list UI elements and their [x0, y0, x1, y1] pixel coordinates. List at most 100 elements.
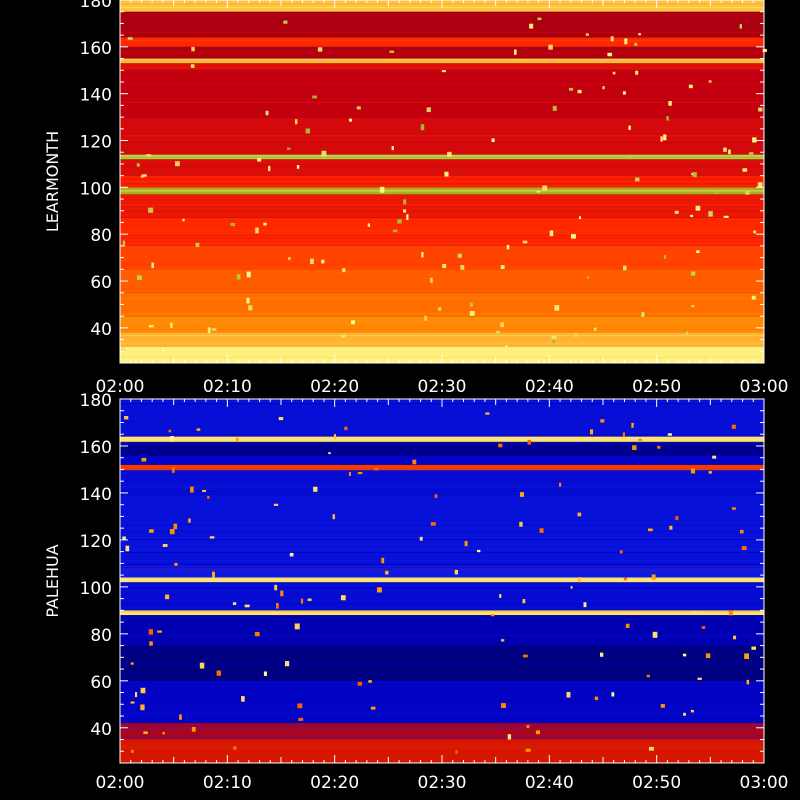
- burst-speck: [464, 540, 468, 547]
- burst-speck: [498, 443, 503, 448]
- burst-speck: [130, 662, 134, 665]
- heatmap-texture-line: [120, 656, 764, 658]
- burst-speck: [285, 660, 290, 667]
- burst-speck: [444, 171, 449, 177]
- burst-speck: [513, 49, 517, 55]
- burst-speck: [683, 712, 686, 716]
- burst-speck: [233, 746, 237, 750]
- heatmap-texture-line: [120, 441, 764, 443]
- burst-speck: [686, 331, 689, 335]
- burst-speck: [356, 106, 361, 110]
- heatmap-texture-line: [120, 633, 764, 635]
- burst-speck: [500, 703, 506, 709]
- heatmap-band-5: [120, 610, 764, 616]
- heatmap-texture-line: [120, 615, 764, 617]
- burst-speck: [577, 512, 582, 517]
- burst-speck: [263, 671, 267, 676]
- burst-speck: [379, 186, 385, 193]
- burst-speck: [294, 119, 298, 125]
- burst-speck: [141, 457, 147, 462]
- burst-speck: [549, 230, 554, 237]
- burst-speck: [307, 598, 312, 601]
- burst-speck: [357, 471, 363, 475]
- burst-speck: [558, 482, 562, 487]
- heatmap-texture-line: [120, 578, 764, 580]
- heatmap-texture-line: [120, 124, 764, 126]
- burst-speck: [705, 653, 711, 659]
- heatmap-texture-line: [120, 135, 764, 137]
- burst-speck: [287, 147, 291, 150]
- burst-speck: [696, 250, 700, 254]
- heatmap-texture-line: [120, 133, 764, 135]
- heatmap-texture-line: [120, 719, 764, 721]
- heatmap-texture-line: [120, 112, 764, 114]
- burst-speck: [148, 207, 154, 213]
- burst-speck: [641, 312, 645, 317]
- heatmap-texture-line: [120, 552, 764, 554]
- burst-speck: [191, 46, 195, 52]
- burst-speck: [280, 590, 284, 597]
- burst-speck: [263, 222, 267, 226]
- burst-speck: [690, 709, 694, 713]
- burst-speck: [646, 674, 651, 678]
- burst-speck: [430, 277, 433, 283]
- burst-speck: [392, 229, 398, 233]
- burst-speck: [610, 36, 614, 42]
- burst-speck: [501, 639, 505, 642]
- heatmap-texture-line: [120, 100, 764, 102]
- burst-speck: [733, 635, 737, 640]
- heatmap-band-4: [120, 615, 764, 646]
- burst-speck: [430, 522, 436, 526]
- burst-speck: [121, 347, 125, 352]
- burst-speck: [244, 604, 250, 608]
- burst-speck: [289, 552, 294, 557]
- burst-speck: [485, 412, 490, 415]
- burst-speck: [305, 128, 311, 134]
- burst-speck: [460, 264, 465, 270]
- burst-speck: [148, 629, 153, 635]
- heatmap-texture-line: [120, 441, 764, 443]
- burst-speck: [731, 507, 736, 510]
- heatmap-texture-line: [120, 178, 764, 180]
- burst-speck: [527, 439, 531, 445]
- heatmap-band-2: [120, 680, 764, 724]
- burst-speck: [577, 89, 582, 94]
- burst-speck: [230, 222, 236, 227]
- burst-speck: [254, 631, 260, 637]
- heatmap-texture-line: [120, 480, 764, 482]
- burst-speck: [648, 746, 654, 751]
- burst-speck: [140, 687, 146, 694]
- heatmap-texture-line: [120, 67, 764, 69]
- heatmap-texture-line: [120, 585, 764, 587]
- burst-speck: [288, 257, 291, 260]
- burst-speck: [742, 168, 748, 172]
- heatmap-texture-line: [120, 725, 764, 727]
- burst-speck: [507, 734, 512, 740]
- heatmap-texture-line: [120, 716, 764, 718]
- burst-speck: [426, 107, 431, 113]
- burst-speck: [723, 147, 727, 152]
- heatmap-texture-line: [120, 58, 764, 60]
- burst-speck: [728, 610, 733, 616]
- heatmap-texture-line: [120, 419, 764, 421]
- burst-speck: [505, 345, 508, 349]
- heatmap-texture-line: [120, 669, 764, 671]
- burst-speck: [170, 435, 174, 442]
- y-tick-label: 40: [90, 320, 112, 340]
- burst-speck: [125, 545, 130, 552]
- x-tick-label: 02:30: [418, 773, 467, 793]
- heatmap-band-1: [120, 332, 764, 347]
- burst-speck: [647, 528, 653, 532]
- x-tick-label: 03:00: [740, 773, 789, 793]
- burst-speck: [525, 748, 531, 752]
- burst-speck: [122, 240, 126, 247]
- burst-speck: [758, 107, 763, 112]
- burst-speck: [695, 205, 701, 211]
- burst-speck: [457, 253, 462, 258]
- heatmap-texture-line: [120, 469, 764, 471]
- burst-speck: [297, 703, 303, 709]
- burst-speck: [273, 503, 279, 506]
- burst-speck: [143, 731, 148, 735]
- burst-speck: [697, 677, 702, 680]
- heatmap-texture-line: [120, 166, 764, 168]
